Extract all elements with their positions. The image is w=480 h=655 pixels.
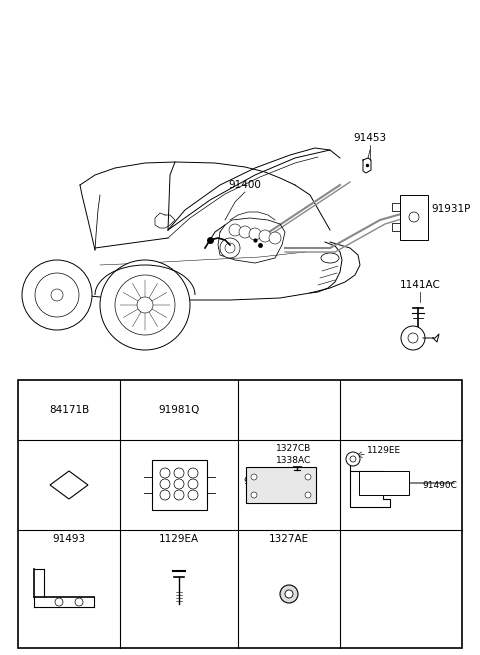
Circle shape [350,456,356,462]
Circle shape [174,490,184,500]
Circle shape [160,490,170,500]
Text: 91136C: 91136C [367,477,402,486]
Circle shape [188,479,198,489]
Text: 91493: 91493 [52,534,85,544]
Circle shape [285,590,293,598]
Text: 84171B: 84171B [49,405,89,415]
Circle shape [280,585,298,603]
Circle shape [100,260,190,350]
Bar [400,195,428,240]
Bar [18,380,462,648]
Text: 1129EE: 1129EE [367,446,401,455]
Circle shape [249,228,261,240]
Text: 91453: 91453 [353,133,386,143]
Circle shape [346,452,360,466]
Circle shape [251,474,257,480]
Circle shape [239,226,251,238]
Circle shape [225,243,235,253]
Polygon shape [50,471,88,499]
Text: 1141AC: 1141AC [400,280,441,290]
Circle shape [409,212,419,222]
Text: 1327AE: 1327AE [269,534,309,544]
Text: 1129EA: 1129EA [159,534,199,544]
Circle shape [259,230,271,242]
Circle shape [160,468,170,478]
Circle shape [35,273,79,317]
Text: 91952: 91952 [243,477,272,486]
Text: 91931P: 91931P [431,204,470,214]
Circle shape [137,297,153,313]
Circle shape [305,492,311,498]
Circle shape [229,224,241,236]
Bar [246,467,316,503]
Text: 91490C: 91490C [422,481,457,489]
Circle shape [408,333,418,343]
Circle shape [305,474,311,480]
Circle shape [51,289,63,301]
Text: 91400: 91400 [228,180,262,190]
Bar [152,460,206,510]
Circle shape [188,490,198,500]
Circle shape [220,238,240,258]
Text: 1338AC: 1338AC [276,456,312,465]
Text: 91981Q: 91981Q [158,405,200,415]
Bar [0,0,480,370]
Text: 1327CB: 1327CB [276,444,312,453]
Circle shape [251,492,257,498]
FancyBboxPatch shape [359,471,409,495]
Bar [0,385,480,655]
Ellipse shape [321,253,339,263]
Circle shape [174,468,184,478]
Circle shape [75,598,83,606]
Circle shape [269,232,281,244]
Circle shape [401,326,425,350]
Circle shape [55,598,63,606]
Circle shape [22,260,92,330]
Circle shape [115,275,175,335]
Circle shape [160,479,170,489]
Circle shape [174,479,184,489]
Circle shape [188,468,198,478]
